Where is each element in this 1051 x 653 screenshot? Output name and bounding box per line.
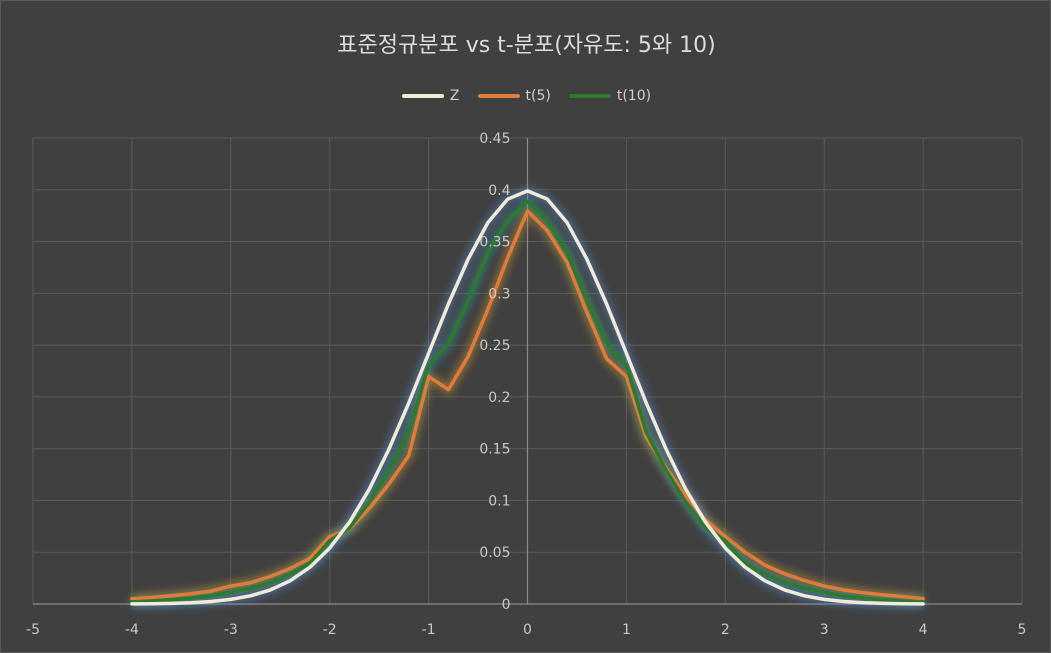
x-tick-label: 3 bbox=[820, 622, 829, 638]
x-tick-label: 5 bbox=[1018, 622, 1027, 638]
legend-swatch bbox=[568, 94, 611, 98]
legend-item: t(5) bbox=[477, 88, 551, 104]
series-line-Z bbox=[130, 189, 925, 606]
legend-item: Z bbox=[401, 88, 460, 104]
y-tick-label: 0.15 bbox=[479, 442, 510, 458]
y-tick-label: 0.35 bbox=[479, 235, 510, 251]
legend-swatch bbox=[477, 94, 520, 98]
legend-swatch bbox=[401, 94, 444, 98]
x-tick-label: 4 bbox=[919, 622, 928, 638]
y-tick-label: 0.25 bbox=[479, 338, 510, 354]
x-tick-label: -4 bbox=[125, 622, 139, 638]
y-tick-label: 0.2 bbox=[488, 390, 510, 406]
x-tick-label: 0 bbox=[523, 622, 532, 638]
series-line-t(10) bbox=[130, 199, 925, 604]
x-tick-label: -2 bbox=[323, 622, 337, 638]
y-tick-label: 0.4 bbox=[488, 183, 510, 199]
x-tick-label: -3 bbox=[224, 622, 238, 638]
legend-item: t(10) bbox=[568, 88, 652, 104]
y-tick-label: 0.45 bbox=[479, 131, 510, 147]
x-tick-label: -5 bbox=[26, 622, 40, 638]
legend-label: t(10) bbox=[616, 88, 652, 104]
legend-label: t(5) bbox=[525, 88, 551, 104]
y-tick-label: 0.1 bbox=[488, 493, 510, 509]
x-tick-label: 2 bbox=[721, 622, 730, 638]
legend-label: Z bbox=[449, 88, 460, 104]
y-tick-label: 0.05 bbox=[479, 545, 510, 561]
x-tick-label: -1 bbox=[422, 622, 436, 638]
series-line-t(5) bbox=[130, 209, 925, 601]
y-tick-label: 0.3 bbox=[488, 286, 510, 302]
x-tick-label: 1 bbox=[622, 622, 631, 638]
y-tick-label: 0 bbox=[502, 597, 511, 613]
chart-title: 표준정규분포 vs t-분포(자유도: 5와 10) bbox=[337, 33, 716, 58]
